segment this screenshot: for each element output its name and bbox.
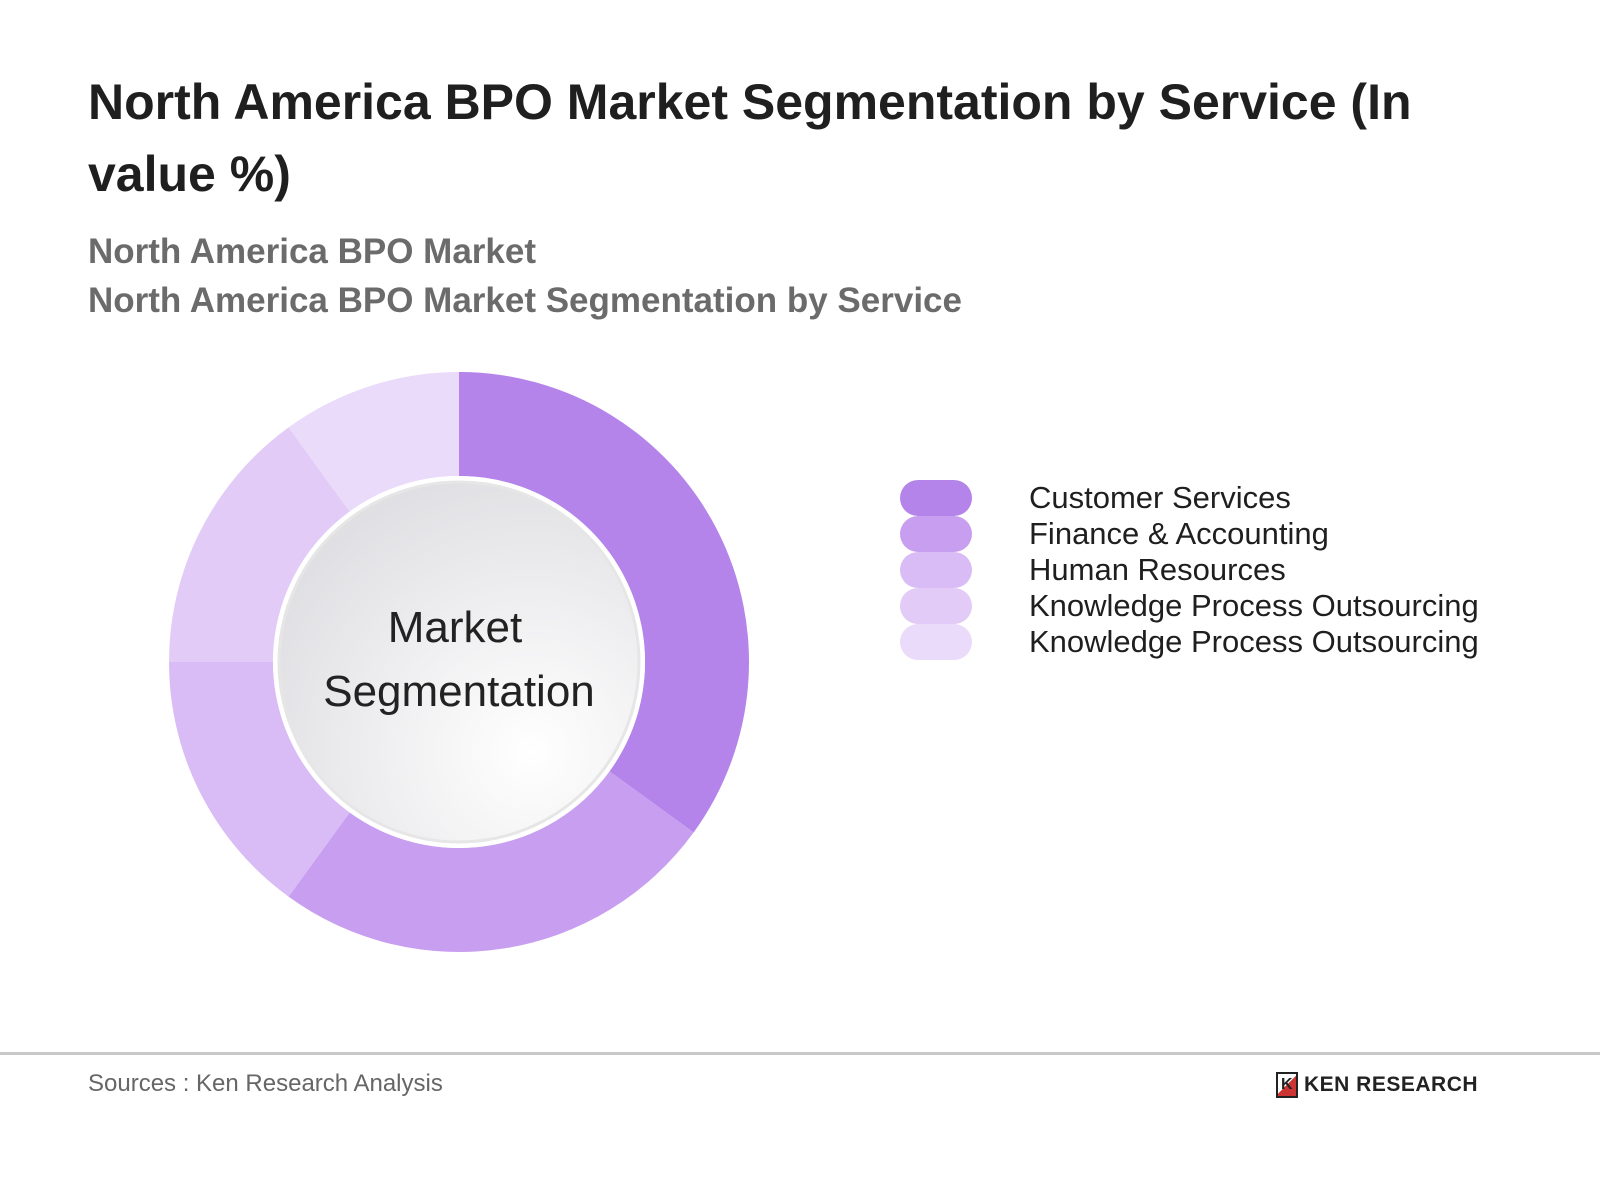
center-label-line2: Segmentation: [323, 667, 595, 716]
footer-divider: [0, 1052, 1600, 1055]
logo-text: KEN RESEARCH: [1304, 1073, 1479, 1096]
legend-item: Knowledge Process Outsourcing: [900, 599, 1479, 684]
ken-research-logo: K KEN RESEARCH: [1276, 1072, 1478, 1098]
legend-item: Knowledge Process Outsourcing: [900, 563, 1479, 648]
legend-swatch: [900, 551, 972, 588]
legend-swatch: [900, 623, 972, 660]
chart-title: North America BPO Market Segmentation by…: [88, 74, 1412, 202]
donut-slice-2: [169, 662, 350, 897]
legend-item: Customer Services: [900, 455, 1479, 540]
donut-slice-3: [169, 427, 350, 662]
subtitle-market: North America BPO Market: [88, 232, 536, 271]
legend-label: Finance & Accounting: [1029, 515, 1329, 551]
legend-item: Human Resources: [900, 527, 1479, 612]
donut-center: [277, 480, 641, 844]
legend-label: Knowledge Process Outsourcing: [1029, 587, 1479, 623]
legend-label: Customer Services: [1029, 479, 1291, 515]
donut-slice-1: [288, 771, 694, 952]
donut-slice-4: [288, 372, 459, 512]
legend-swatch: [900, 479, 972, 516]
legend-label: Human Resources: [1029, 551, 1286, 587]
legend-swatch: [900, 515, 972, 552]
subtitle-segmentation: North America BPO Market Segmentation by…: [88, 281, 962, 320]
donut-chart: Market Segmentation: [169, 372, 749, 952]
legend-label: Knowledge Process Outsourcing: [1029, 623, 1479, 659]
logo-mark-icon: K: [1276, 1072, 1298, 1098]
legend-item: Finance & Accounting: [900, 491, 1479, 576]
legend-swatch: [900, 587, 972, 624]
legend: Customer Services Finance & Accounting H…: [900, 455, 1479, 684]
center-label-line1: Market: [388, 603, 522, 652]
donut-slice-0: [459, 372, 749, 833]
source-note: Sources : Ken Research Analysis: [88, 1070, 443, 1097]
